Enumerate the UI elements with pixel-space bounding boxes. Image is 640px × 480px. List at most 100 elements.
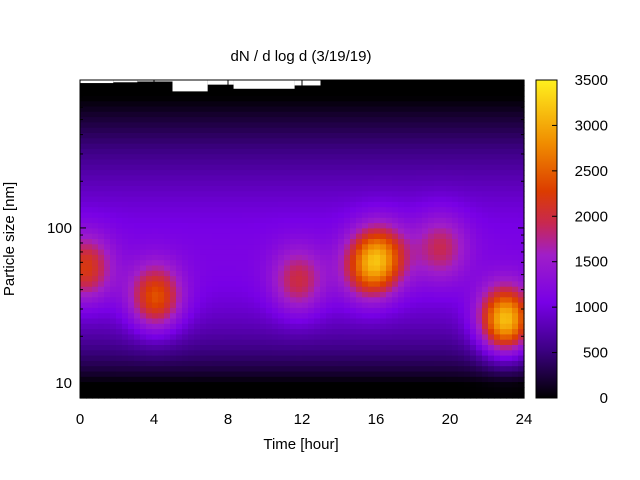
heatmap-cell: [116, 355, 123, 362]
heatmap-cell: [224, 85, 231, 92]
heatmap-cell: [140, 371, 147, 378]
heatmap-cell: [92, 191, 99, 198]
heatmap-cell: [506, 196, 513, 203]
heatmap-cell: [458, 376, 465, 383]
heatmap-cell: [164, 228, 171, 235]
heatmap-cell: [482, 85, 489, 92]
heatmap-cell: [470, 323, 477, 330]
heatmap-cell: [290, 170, 297, 176]
heatmap-cell: [380, 292, 387, 298]
heatmap-cell: [344, 254, 351, 261]
heatmap-cell: [92, 350, 99, 357]
heatmap-cell: [236, 302, 243, 309]
heatmap-cell: [470, 186, 477, 192]
heatmap-cell: [488, 85, 495, 92]
heatmap-cell: [290, 217, 297, 224]
heatmap-cell: [392, 148, 399, 155]
heatmap-cell: [494, 201, 501, 208]
heatmap-cell: [344, 392, 351, 399]
heatmap-cell: [284, 339, 291, 346]
heatmap-cell: [194, 180, 201, 187]
heatmap-cell: [212, 170, 219, 176]
heatmap-cell: [422, 281, 429, 288]
y-tick-label: 10: [55, 375, 72, 392]
heatmap-cell: [320, 95, 327, 102]
heatmap-cell: [434, 254, 441, 261]
heatmap-cell: [134, 170, 141, 176]
heatmap-cell: [416, 80, 423, 86]
heatmap-cell: [122, 260, 129, 267]
heatmap-cell: [404, 350, 411, 357]
heatmap-cell: [278, 127, 285, 134]
heatmap-cell: [140, 143, 147, 150]
heatmap-cell: [374, 80, 381, 86]
heatmap-cell: [404, 95, 411, 102]
heatmap-cell: [164, 249, 171, 256]
heatmap-cell: [440, 318, 447, 325]
heatmap-cell: [428, 207, 435, 214]
heatmap-cell: [140, 355, 147, 362]
heatmap-cell: [494, 244, 501, 251]
heatmap-cell: [218, 392, 225, 399]
heatmap-cell: [374, 260, 381, 267]
heatmap-cell: [236, 307, 243, 314]
heatmap-cell: [176, 270, 183, 277]
heatmap-cell: [248, 95, 255, 102]
heatmap-cell: [392, 355, 399, 362]
heatmap-cell: [272, 323, 279, 330]
heatmap-cell: [464, 392, 471, 399]
heatmap-cell: [350, 207, 357, 214]
heatmap-cell: [176, 201, 183, 208]
heatmap-cell: [80, 345, 87, 351]
heatmap-cell: [392, 117, 399, 123]
heatmap-cell: [170, 175, 177, 182]
heatmap-cell: [458, 302, 465, 309]
heatmap-cell: [176, 339, 183, 346]
heatmap-cell: [284, 212, 291, 219]
heatmap-cell: [134, 239, 141, 245]
heatmap-cell: [422, 223, 429, 229]
heatmap-cell: [398, 260, 405, 267]
heatmap-cell: [440, 260, 447, 267]
heatmap-cell: [182, 138, 189, 145]
heatmap-cell: [278, 196, 285, 203]
heatmap-cell: [458, 148, 465, 155]
heatmap-cell: [128, 201, 135, 208]
heatmap-cell: [518, 170, 525, 176]
heatmap-cell: [152, 111, 159, 118]
heatmap-cell: [500, 90, 507, 97]
heatmap-cell: [380, 223, 387, 229]
heatmap-cell: [332, 106, 339, 113]
heatmap-cell: [86, 106, 93, 113]
heatmap-cell: [332, 313, 339, 320]
heatmap-cell: [440, 143, 447, 150]
heatmap-cell: [416, 148, 423, 155]
heatmap-cell: [164, 345, 171, 351]
heatmap-cell: [452, 191, 459, 198]
heatmap-cell: [266, 276, 273, 282]
heatmap-cell: [140, 223, 147, 229]
heatmap-cell: [278, 180, 285, 187]
heatmap-cell: [470, 239, 477, 245]
heatmap-cell: [500, 143, 507, 150]
heatmap-cell: [446, 345, 453, 351]
heatmap-cell: [428, 148, 435, 155]
heatmap-cell: [512, 313, 519, 320]
heatmap-cell: [122, 207, 129, 214]
heatmap-cell: [206, 228, 213, 235]
heatmap-cell: [488, 80, 495, 86]
heatmap-cell: [488, 101, 495, 108]
heatmap-cell: [98, 164, 105, 171]
heatmap-cell: [320, 122, 327, 129]
heatmap-cell: [416, 286, 423, 293]
heatmap-cell: [92, 286, 99, 293]
heatmap-cell: [482, 392, 489, 399]
heatmap-cell: [200, 117, 207, 123]
heatmap-cell: [494, 360, 501, 367]
heatmap-cell: [212, 106, 219, 113]
heatmap-cell: [314, 148, 321, 155]
heatmap-cell: [218, 207, 225, 214]
heatmap-cell: [116, 286, 123, 293]
heatmap-cell: [242, 371, 249, 378]
heatmap-cell: [392, 95, 399, 102]
